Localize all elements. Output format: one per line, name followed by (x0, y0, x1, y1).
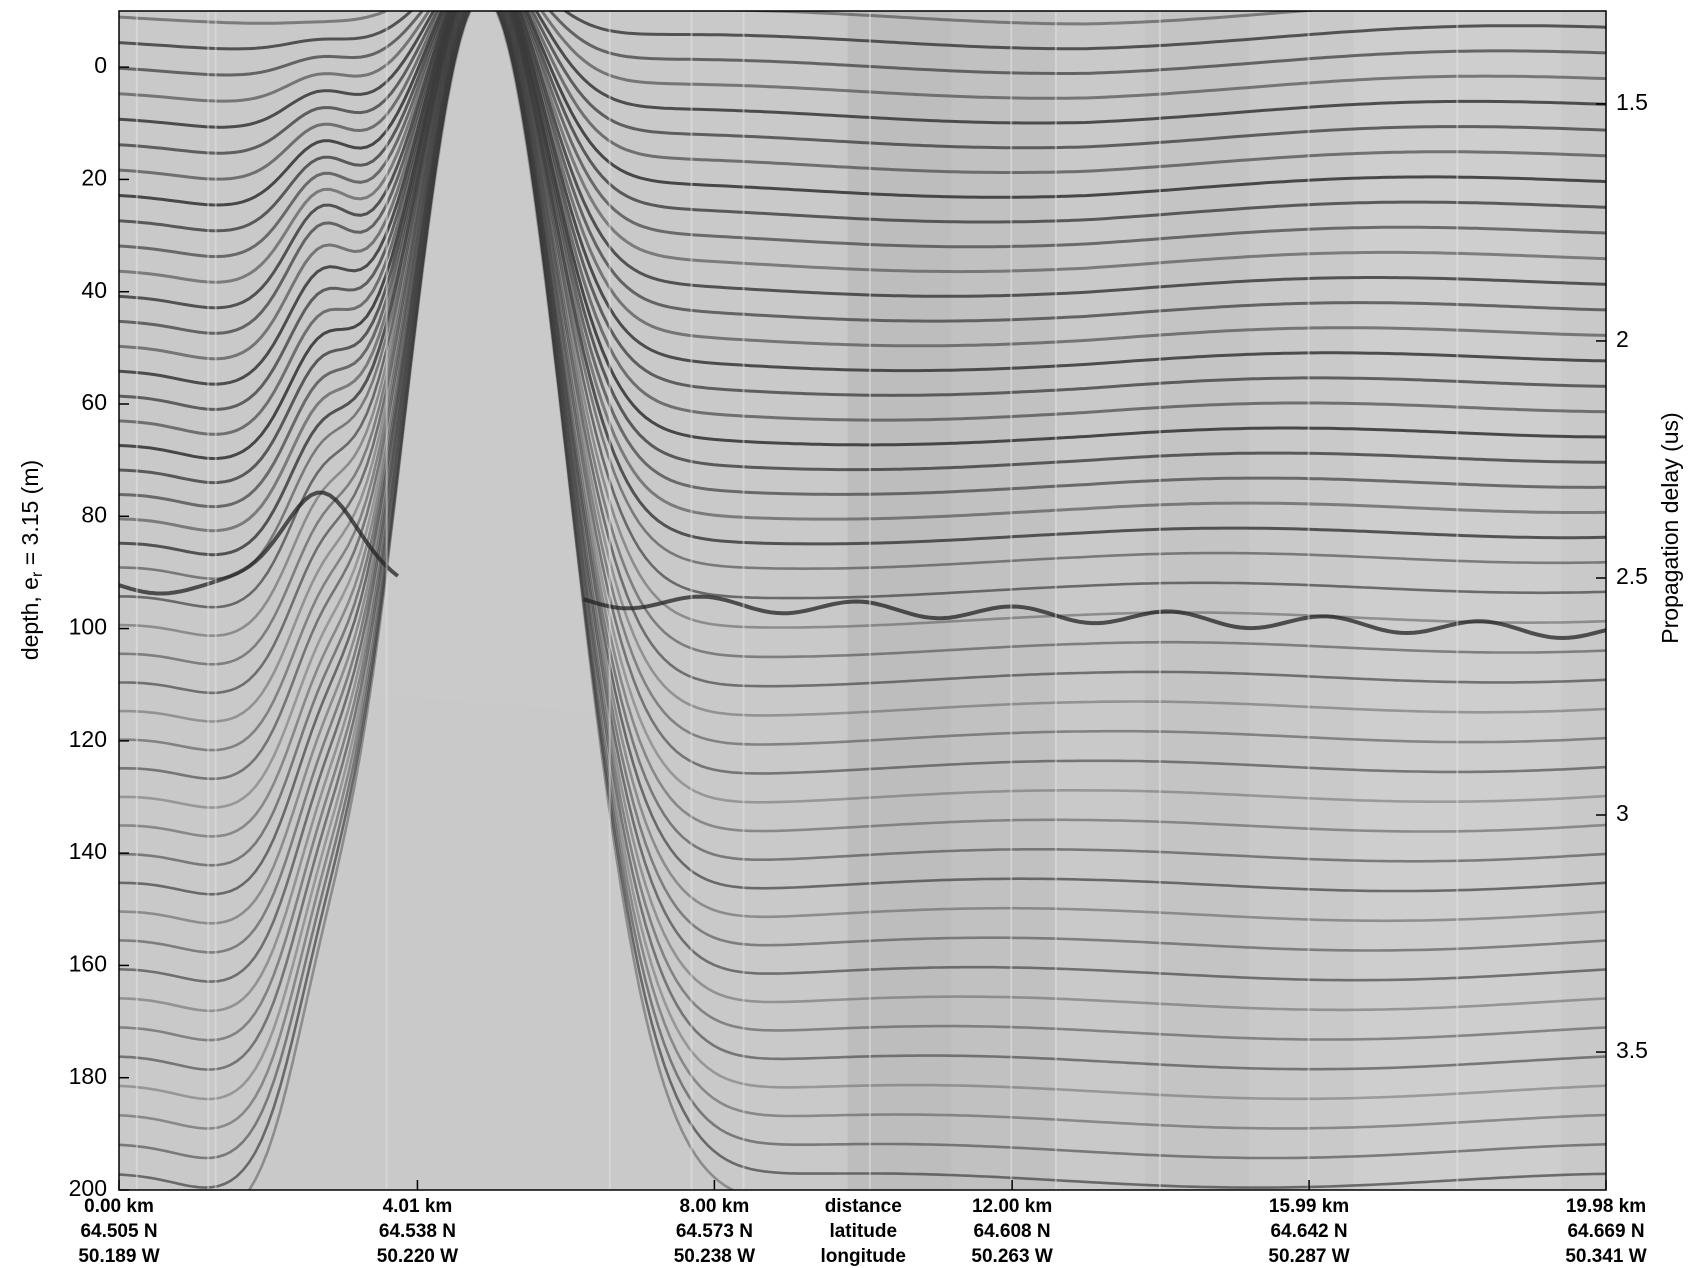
y-tick-label: 60 (81, 389, 107, 415)
y2-tick-label: 1.5 (1616, 89, 1648, 115)
echo-layer (119, 11, 1322, 26)
echo-layer (119, 11, 1606, 485)
y-label-subscript: r (29, 571, 46, 577)
echo-layer (119, 11, 1606, 609)
y-tick-label: 40 (81, 277, 107, 303)
echo-layer (119, 11, 1606, 103)
echo-layer (119, 11, 1606, 509)
x-tick-latitude: 64.505 N (80, 1221, 157, 1242)
x-tick-latitude: 64.669 N (1567, 1221, 1644, 1242)
echo-layer (119, 11, 1606, 461)
y2-tick-label: 3 (1616, 800, 1629, 826)
echo-layer (119, 11, 1606, 155)
y-tick-label: 0 (94, 52, 107, 78)
x-tick-longitude: 50.263 W (971, 1246, 1052, 1267)
y2-tick-label: 3.5 (1616, 1037, 1648, 1063)
echo-layer (119, 11, 1606, 752)
y2-tick-label: 2 (1616, 326, 1629, 352)
echo-layer (119, 11, 1606, 181)
echo-layer (119, 11, 1606, 925)
echo-layer (119, 11, 1606, 436)
y-tick-label: 120 (69, 726, 107, 752)
x-tick-longitude: 50.238 W (674, 1246, 755, 1267)
echo-layer (119, 11, 1606, 284)
echo-layer (119, 11, 1606, 1130)
x-tick-longitude: 50.220 W (377, 1246, 458, 1267)
plot-frame (118, 10, 1607, 1191)
echo-layer (119, 11, 1606, 983)
y-label-suffix: = 3.15 (m) (17, 460, 43, 572)
x-tick-label: 15.99 km (1269, 1196, 1349, 1217)
echo-layer (119, 11, 1606, 411)
echo-layer (247, 11, 736, 1190)
echo-layer (119, 11, 1606, 258)
echo-layer (119, 11, 1606, 207)
x-tick-latitude: 64.573 N (676, 1221, 753, 1242)
echo-layer (119, 11, 1606, 361)
echo-layer (119, 11, 1606, 129)
y-axis-label: depth, er = 3.15 (m) (17, 460, 46, 660)
y-label-text: depth, e (17, 577, 43, 660)
echo-layer (119, 11, 1606, 666)
echo-layer (119, 11, 1606, 695)
x-tick-longitude: 50.341 W (1565, 1246, 1646, 1267)
x-tick-label: 8.00 km (680, 1196, 750, 1217)
y2-axis-label: Propagation delay (us) (1657, 412, 1683, 643)
echo-layer (119, 11, 1606, 51)
echo-layer (119, 11, 1606, 557)
y2-tick-label: 2.5 (1616, 563, 1648, 589)
echo-layer (119, 11, 1606, 581)
echo-layer (119, 11, 1606, 809)
x-tick-label: 19.98 km (1566, 1196, 1646, 1217)
echo-layer (119, 11, 1606, 638)
y-tick-label: 180 (69, 1063, 107, 1089)
bed-reflector (119, 490, 1606, 641)
echo-layer (119, 11, 1606, 1071)
y-tick-label: 140 (69, 838, 107, 864)
x-tick-longitude: 50.189 W (78, 1246, 159, 1267)
y-tick-label: 100 (69, 614, 107, 640)
echo-layer (119, 11, 1606, 1042)
x-tick-latitude: 64.608 N (974, 1221, 1051, 1242)
echo-layer (119, 11, 1606, 335)
echo-layer (119, 11, 1606, 233)
echo-layer (119, 11, 1606, 310)
echo-layer (119, 11, 1606, 1160)
echo-layer (119, 11, 1606, 386)
echogram-panel (1145, 11, 1250, 1190)
echo-layer (119, 11, 1606, 1013)
x-row-title: longitude (821, 1246, 906, 1267)
x-row-title: distance (825, 1196, 902, 1217)
x-tick-label: 0.00 km (84, 1196, 154, 1217)
x-row-title: latitude (829, 1221, 897, 1242)
x-tick-latitude: 64.538 N (379, 1221, 456, 1242)
echo-layer (119, 11, 1606, 896)
echogram-panel (951, 11, 1056, 1190)
y-tick-label: 20 (81, 165, 107, 191)
echo-layer (119, 11, 1606, 723)
echo-layer (119, 11, 1606, 1101)
echo-layer (119, 11, 1606, 77)
y-tick-label: 200 (69, 1175, 107, 1201)
x-tick-latitude: 64.642 N (1270, 1221, 1347, 1242)
echo-layer (119, 11, 1606, 867)
x-tick-label: 12.00 km (972, 1196, 1052, 1217)
echogram (119, 11, 1606, 1190)
echo-layer (119, 11, 1606, 781)
x-tick-label: 4.01 km (383, 1196, 453, 1217)
echo-layer (119, 11, 1606, 533)
x-tick-longitude: 50.287 W (1268, 1246, 1349, 1267)
echo-layer (119, 11, 1606, 954)
echo-layer (119, 11, 1606, 1189)
y-tick-label: 160 (69, 951, 107, 977)
y-tick-label: 80 (81, 501, 107, 527)
dome-fill (371, 11, 595, 712)
